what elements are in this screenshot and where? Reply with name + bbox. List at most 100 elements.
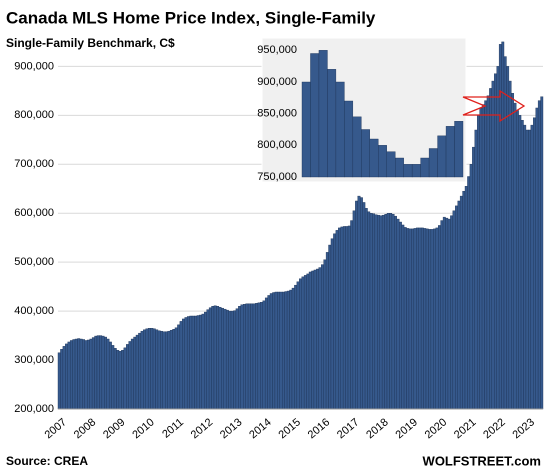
bar: [126, 344, 129, 410]
bar: [296, 281, 300, 410]
bar: [472, 146, 475, 410]
bar: [216, 306, 220, 410]
bar: [186, 316, 190, 410]
bar: [384, 213, 388, 410]
bar: [369, 138, 379, 178]
bar: [155, 329, 159, 410]
bar: [445, 126, 455, 178]
bar: [318, 50, 328, 178]
bar: [318, 267, 322, 410]
bar: [96, 335, 100, 410]
bar: [77, 338, 81, 410]
bar: [360, 197, 363, 410]
bar: [286, 290, 290, 410]
bar: [389, 213, 393, 410]
bar: [369, 213, 373, 410]
bar: [374, 214, 378, 410]
bar: [335, 230, 339, 410]
bar: [498, 44, 502, 410]
bar: [316, 268, 319, 410]
chart-subtitle: Single-Family Benchmark, C$: [6, 36, 175, 50]
bar: [243, 304, 246, 410]
bar: [264, 297, 268, 410]
bar: [399, 221, 402, 410]
bar: [386, 151, 396, 178]
bar: [79, 338, 83, 410]
bar: [394, 215, 397, 410]
bar: [69, 340, 73, 410]
bar: [423, 228, 427, 410]
bar: [418, 227, 422, 410]
bar: [503, 56, 507, 410]
bar: [321, 264, 324, 410]
bar: [306, 273, 310, 410]
bar: [247, 303, 251, 410]
bar: [106, 338, 110, 410]
bar: [345, 226, 349, 410]
credit: WOLFSTREET.com: [423, 453, 541, 468]
bar: [450, 215, 454, 410]
bar: [282, 291, 285, 410]
bar: [528, 129, 532, 410]
bar: [533, 117, 536, 410]
bar: [113, 348, 117, 410]
bar: [182, 318, 185, 410]
y-tick-label: 850,000: [257, 108, 297, 120]
bar: [506, 66, 510, 410]
bar: [342, 226, 346, 410]
bar: [496, 66, 500, 410]
bar: [311, 270, 315, 410]
bar: [291, 287, 295, 410]
bar: [184, 317, 188, 410]
bar: [162, 331, 166, 410]
bar: [352, 210, 356, 410]
bar: [91, 337, 95, 410]
bar: [260, 302, 263, 410]
bar: [65, 343, 68, 410]
bar: [520, 120, 524, 410]
bar: [121, 350, 125, 410]
bar: [194, 315, 198, 410]
bar: [481, 104, 485, 410]
bar: [172, 329, 176, 410]
bar: [189, 315, 193, 410]
callout-arrow: [462, 89, 526, 123]
bar: [279, 291, 283, 410]
bar: [179, 321, 183, 410]
bar: [408, 228, 412, 410]
bar: [381, 214, 385, 410]
main-chart: 200,000 300,000 400,000 500,000 600,000 700,0…: [14, 41, 544, 441]
bar: [208, 307, 212, 410]
bar: [284, 291, 288, 410]
bar: [501, 41, 505, 410]
y-tick-label: 800,000: [257, 139, 297, 151]
bar: [464, 186, 468, 410]
bar: [484, 100, 488, 410]
bar: [338, 227, 341, 410]
bar: [133, 336, 137, 410]
bar: [335, 81, 345, 178]
bar: [340, 226, 344, 410]
bar: [294, 284, 298, 410]
y-tick-label: 200,000: [14, 403, 54, 415]
bar: [403, 227, 407, 410]
bar: [479, 107, 483, 410]
bar: [233, 310, 237, 410]
bar: [474, 129, 478, 410]
bar: [518, 115, 522, 410]
bar: [454, 121, 464, 178]
bar: [486, 95, 490, 410]
bar: [508, 80, 512, 410]
bar: [99, 335, 103, 410]
bar: [391, 213, 395, 410]
bar: [523, 124, 527, 410]
source: Source: CREA: [6, 454, 88, 468]
y-tick-label: 900,000: [257, 76, 297, 88]
bar: [228, 310, 232, 410]
bar: [352, 116, 362, 178]
bar: [89, 338, 93, 410]
y-tick-label: 950,000: [257, 44, 297, 56]
bar: [167, 330, 171, 410]
y-tick-label: 700,000: [14, 158, 54, 170]
bar: [274, 291, 278, 410]
